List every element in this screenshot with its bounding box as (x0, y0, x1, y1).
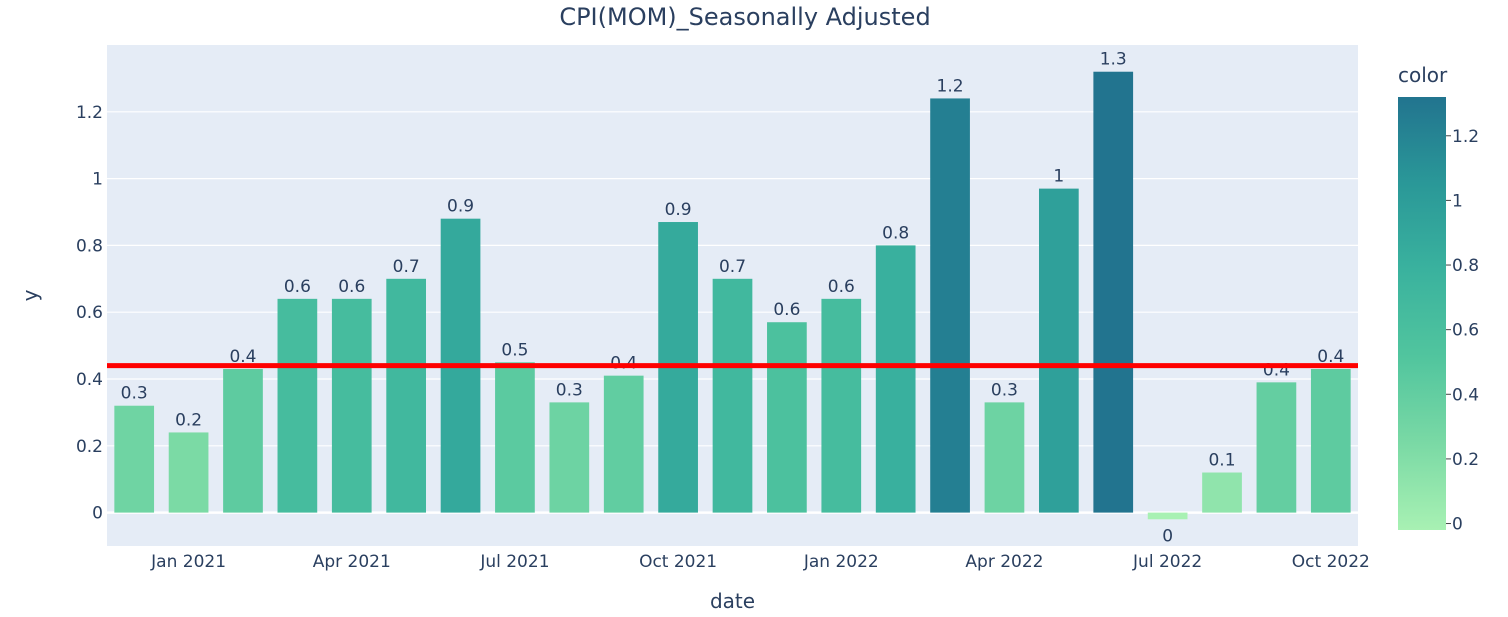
bar-value-label: 0.7 (393, 257, 420, 277)
x-axis-ticks: Jan 2021 Apr 2021 Jul 2021 Oct 2021 Jan 2022… (150, 552, 1370, 572)
colorbar-tick-label: 0.6 (1452, 321, 1479, 341)
y-tick-label: 0.6 (76, 303, 103, 323)
y-tick-label: 0.8 (76, 236, 103, 256)
colorbar-tick-label: 0.8 (1452, 256, 1479, 276)
bar-value-label: 0.9 (665, 200, 692, 220)
x-tick-label: Apr 2021 (313, 552, 391, 572)
x-tick-label: Jan 2022 (803, 552, 879, 572)
bars-group (114, 71, 1351, 520)
x-tick-label: Oct 2021 (639, 552, 717, 572)
bar (1310, 368, 1351, 513)
bar (984, 402, 1025, 513)
bar-value-label: 1.3 (1100, 50, 1127, 70)
colorbar-ticks: 0 0.2 0.4 0.6 0.8 1 1.2 (1446, 127, 1479, 535)
bar (223, 368, 263, 513)
x-tick-label: Jan 2021 (150, 552, 226, 572)
bar-value-label: 0.4 (1317, 347, 1344, 367)
bar-value-label: 1 (1053, 167, 1064, 187)
colorbar-tick-label: 1.2 (1452, 127, 1479, 147)
bar (930, 98, 970, 513)
bar (1093, 71, 1134, 513)
colorbar-tick-label: 1 (1452, 191, 1463, 211)
bar (331, 298, 372, 513)
bar (277, 298, 318, 513)
x-tick-label: Jul 2022 (1132, 552, 1202, 572)
bar (168, 432, 209, 513)
bar-value-label: 0.9 (447, 197, 474, 217)
bar (821, 298, 862, 513)
bar (767, 322, 807, 513)
bar (1147, 512, 1188, 520)
bar (875, 245, 916, 513)
bar-value-label: 0.1 (1208, 451, 1235, 471)
y-axis-title: y (18, 289, 42, 301)
bar (712, 278, 753, 513)
bar-value-label: 0.3 (556, 380, 583, 400)
bar (495, 362, 535, 513)
colorbar-gradient (1398, 97, 1446, 530)
y-tick-label: 1.2 (76, 103, 103, 123)
bar (1038, 188, 1079, 513)
bar (549, 402, 590, 513)
y-axis-ticks: 0 0.2 0.4 0.6 0.8 1 1.2 (76, 103, 103, 524)
x-tick-label: Oct 2022 (1292, 552, 1370, 572)
y-tick-label: 0.2 (76, 437, 103, 457)
colorbar: color 0 0.2 0.4 0.6 0.8 1 1.2 (1398, 63, 1479, 535)
bar-value-label: 0.6 (773, 300, 800, 320)
bar (386, 278, 427, 513)
bar (603, 375, 644, 513)
x-tick-label: Jul 2021 (479, 552, 549, 572)
bar-value-label: 0.6 (284, 277, 311, 297)
bar-value-label: 0.2 (175, 410, 202, 430)
y-tick-label: 0.4 (76, 370, 103, 390)
bar-value-label: 1.2 (937, 76, 964, 96)
colorbar-tick-label: 0 (1452, 515, 1463, 535)
bar-value-label: 0.7 (719, 257, 746, 277)
bar (1256, 382, 1297, 513)
bar (114, 405, 155, 513)
bar-value-label: 0.3 (121, 384, 148, 404)
bar-value-label: 0 (1162, 526, 1173, 546)
x-tick-label: Apr 2022 (965, 552, 1043, 572)
y-tick-label: 0 (92, 504, 103, 524)
bar-value-label: 0.8 (882, 223, 909, 243)
colorbar-title: color (1398, 63, 1448, 87)
bar-value-label: 0.6 (338, 277, 365, 297)
bar-value-label: 0.4 (229, 347, 256, 367)
colorbar-tick-label: 0.2 (1452, 450, 1479, 470)
chart-title: CPI(MOM)_Seasonally Adjusted (559, 3, 930, 31)
y-tick-label: 1 (92, 170, 103, 190)
bar (1202, 472, 1242, 513)
colorbar-tick-label: 0.4 (1452, 385, 1479, 405)
x-axis-title: date (710, 589, 755, 613)
bar-value-label: 0.3 (991, 380, 1018, 400)
bar-value-label: 0.5 (501, 340, 528, 360)
bar-value-label: 0.6 (828, 277, 855, 297)
